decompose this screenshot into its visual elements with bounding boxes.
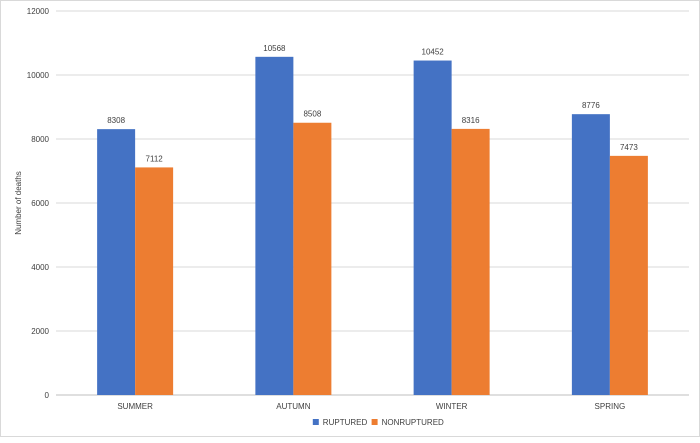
data-label: 7473 (620, 143, 638, 152)
legend-swatch (312, 419, 319, 425)
bar-ruptured-summer (97, 129, 136, 396)
data-label: 8508 (303, 110, 321, 119)
x-tick-label: SPRING (595, 402, 626, 411)
x-tick-label: WINTER (436, 402, 468, 411)
data-label: 7112 (146, 154, 164, 163)
data-label: 8316 (462, 116, 480, 125)
legend-label: RUPTURED (323, 418, 368, 427)
x-tick-label: AUTUMN (276, 402, 310, 411)
data-label: 8308 (107, 116, 125, 125)
bar-ruptured-winter (413, 60, 452, 395)
bar-ruptured-autumn (255, 56, 294, 395)
y-tick-label: 2000 (31, 327, 49, 336)
data-label: 8776 (582, 101, 600, 110)
bar-ruptured-spring (571, 114, 610, 395)
data-label: 10452 (422, 48, 445, 57)
data-label: 10568 (263, 44, 286, 53)
y-axis-title: Number of deaths (14, 171, 23, 235)
y-tick-label: 10000 (27, 71, 50, 80)
legend: RUPTURED NONRUPTURED (312, 418, 444, 427)
bars (97, 56, 648, 396)
bar-nonruptured-winter (451, 128, 490, 395)
legend-swatch (371, 419, 378, 425)
bar-nonruptured-spring (609, 155, 648, 395)
y-tick-label: 12000 (27, 7, 50, 16)
y-tick-label: 6000 (31, 199, 49, 208)
y-tick-label: 8000 (31, 135, 49, 144)
y-tick-label: 4000 (31, 263, 49, 272)
bar-nonruptured-autumn (293, 122, 332, 395)
y-tick-label: 0 (45, 391, 50, 400)
legend-label: NONRUPTURED (382, 418, 444, 427)
x-axis-ticks: SUMMER AUTUMN WINTER SPRING (117, 402, 625, 411)
x-tick-label: SUMMER (117, 402, 153, 411)
y-axis-ticks: 0 2000 4000 6000 8000 10000 12000 (27, 7, 50, 400)
data-labels: 8308 7112 10568 8508 10452 8316 8776 7473 (107, 44, 638, 164)
bar-nonruptured-summer (135, 167, 174, 395)
